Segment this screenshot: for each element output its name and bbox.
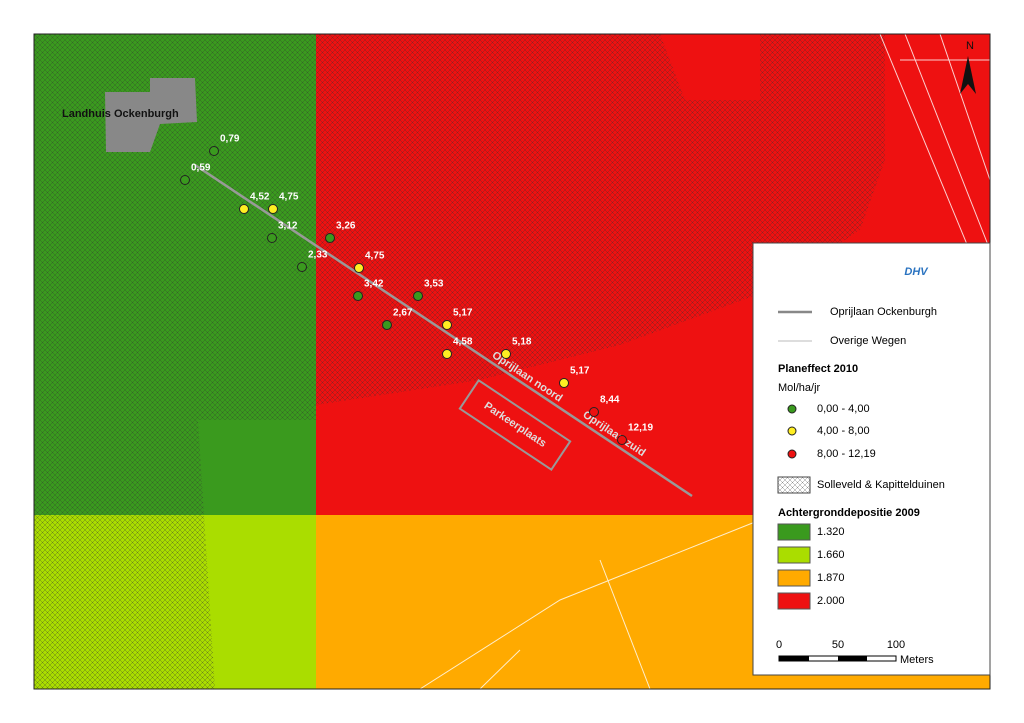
- legend-unit: Mol/ha/jr: [778, 382, 821, 394]
- legend-symbol: [787, 404, 797, 414]
- scale-label: 0: [776, 639, 782, 651]
- sample-point: [267, 233, 277, 243]
- sample-point: [239, 204, 249, 214]
- point-label: 5,17: [453, 308, 473, 319]
- point-label: 3,26: [336, 221, 356, 232]
- scale-label: 100: [887, 639, 905, 651]
- legend-title: Achtergronddepositie 2009: [778, 507, 920, 519]
- patch: [660, 34, 760, 100]
- logo: DHV: [904, 266, 929, 278]
- sample-point: [209, 146, 219, 156]
- legend: DHV Oprijlaan Ockenburgh Overige Wegen P…: [752, 242, 991, 676]
- point-label: 12,19: [628, 423, 653, 434]
- sample-point: [325, 233, 335, 243]
- legend-title: Planeffect 2010: [778, 363, 858, 375]
- sample-point: [297, 262, 307, 272]
- sample-point: [501, 349, 511, 359]
- legend-symbol: [787, 426, 797, 436]
- legend-symbol: [787, 449, 797, 459]
- scale-bar: [838, 656, 867, 661]
- sample-point: [559, 378, 569, 388]
- point-label: 4,58: [453, 337, 473, 348]
- legend-label: 8,00 - 12,19: [817, 448, 876, 460]
- point-label: 4,75: [279, 192, 299, 203]
- point-label: 8,44: [600, 395, 620, 406]
- north-arrow: [960, 56, 976, 94]
- sample-point: [442, 320, 452, 330]
- sample-point: [180, 175, 190, 185]
- legend-label: Oprijlaan Ockenburgh: [830, 306, 937, 318]
- sample-point: [354, 263, 364, 273]
- sample-point: [589, 407, 599, 417]
- legend-label: 1.870: [817, 572, 845, 584]
- legend-label: 1.660: [817, 549, 845, 561]
- main-road: [194, 163, 693, 498]
- scale-bar: [779, 656, 809, 661]
- legend-label: 0,00 - 4,00: [817, 403, 870, 415]
- other-roads: [419, 34, 990, 689]
- point-label: 0,59: [191, 163, 211, 174]
- legend-label: 4,00 - 8,00: [817, 425, 870, 437]
- point-label: 5,17: [570, 366, 590, 377]
- points: 0,79 0,59 4,52 4,75 3,12 3,26 2,33 4,75 3,42 3,53…: [180, 134, 653, 445]
- north-label: N: [966, 40, 974, 52]
- building: [105, 78, 197, 152]
- parking: [458, 378, 572, 472]
- scale-label: 50: [832, 639, 844, 651]
- point-label: 3,42: [364, 279, 384, 290]
- legend-label: Overige Wegen: [830, 335, 906, 347]
- sample-point: [442, 349, 452, 359]
- legend-swatch: [777, 592, 811, 610]
- scale-unit: Meters: [900, 654, 934, 666]
- legend-label: 2.000: [817, 595, 845, 607]
- legend-label: Solleveld & Kapittelduinen: [817, 479, 945, 491]
- legend-label: 1.320: [817, 526, 845, 538]
- point-label: 0,79: [220, 134, 240, 145]
- point-label: 4,52: [250, 192, 270, 203]
- point-label: 3,12: [278, 221, 298, 232]
- point-label: 4,75: [365, 251, 385, 262]
- sample-point: [617, 435, 627, 445]
- sample-point: [268, 204, 278, 214]
- point-label: 2,33: [308, 250, 328, 261]
- building-label: Landhuis Ockenburgh: [62, 108, 179, 120]
- legend-swatch: [777, 569, 811, 587]
- legend-swatch: [777, 476, 811, 494]
- legend-swatch: [777, 546, 811, 564]
- point-label: 3,53: [424, 279, 444, 290]
- sample-point: [353, 291, 363, 301]
- point-label: 2,67: [393, 308, 413, 319]
- point-label: 5,18: [512, 337, 532, 348]
- hatched-area: [34, 34, 885, 689]
- legend-swatch: [777, 523, 811, 541]
- sample-point: [382, 320, 392, 330]
- sample-point: [413, 291, 423, 301]
